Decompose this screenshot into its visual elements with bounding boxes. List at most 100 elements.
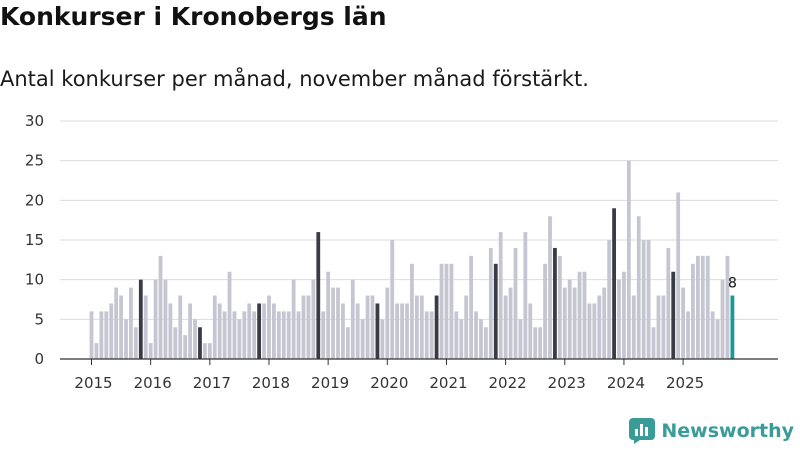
bar: [326, 271, 331, 359]
bar: [543, 263, 547, 359]
bar: [400, 303, 404, 359]
bar: [247, 303, 252, 359]
bar: [276, 311, 281, 359]
bar: [237, 319, 242, 359]
data-label: 8: [728, 276, 737, 292]
bar: [341, 303, 345, 359]
bar: [296, 311, 301, 359]
bar: [252, 311, 257, 359]
bar: [464, 295, 469, 359]
x-tick-label: 2025: [666, 374, 704, 392]
bar: [636, 216, 641, 359]
bar: [562, 287, 567, 359]
bar: [484, 327, 488, 359]
bar: [444, 263, 449, 359]
brand-name: Newsworthy: [661, 420, 794, 442]
bar: [380, 319, 385, 359]
bar: [656, 295, 661, 359]
bar: [173, 327, 178, 359]
bar: [488, 247, 493, 359]
bar: [671, 271, 676, 359]
bar: [217, 303, 222, 359]
x-axis: 2015 2016 2017 2018 2019 2020 2021 2022 2023 2024…: [60, 358, 778, 392]
bar: [617, 279, 621, 359]
bar: [316, 232, 321, 359]
bar: [691, 263, 695, 359]
bar: [178, 295, 183, 359]
y-tick-label: 5: [34, 310, 44, 328]
bar: [626, 160, 631, 359]
bar: [360, 319, 365, 359]
x-tick-label: 2022: [489, 374, 527, 392]
bar: [311, 279, 316, 359]
bar: [459, 319, 464, 359]
bar: [454, 311, 459, 359]
bar: [572, 287, 577, 359]
bar: [163, 279, 168, 359]
bar: [597, 295, 602, 359]
x-tick-label: 2024: [607, 374, 645, 392]
bar: [370, 295, 375, 359]
bar: [686, 311, 690, 359]
x-tick-label: 2018: [252, 374, 290, 392]
y-tick-label: 15: [25, 231, 44, 249]
bar: [651, 327, 656, 359]
bar: [158, 255, 163, 359]
bar: [725, 255, 730, 359]
bar: [286, 311, 291, 359]
bar: [350, 279, 355, 359]
bar: [533, 327, 538, 359]
bar: [104, 311, 109, 359]
x-tick-label: 2016: [134, 374, 172, 392]
bar: [395, 303, 400, 359]
bar: [212, 295, 217, 359]
bar: [390, 240, 395, 359]
y-tick-label: 20: [25, 191, 44, 209]
bar: [715, 319, 720, 359]
bar: [602, 287, 607, 359]
chart-subtitle: Antal konkurser per månad, november måna…: [0, 67, 589, 91]
bar: [109, 303, 114, 359]
bar: [523, 232, 528, 359]
chart-title: Konkurser i Kronobergs län: [0, 2, 387, 31]
bar: [143, 295, 148, 359]
bar: [262, 303, 266, 359]
bar: [119, 295, 123, 359]
bar: [449, 263, 454, 359]
bar: [207, 343, 212, 359]
bar: [553, 247, 557, 359]
bar: [321, 311, 326, 359]
bar: [153, 279, 158, 359]
bar: [193, 319, 197, 359]
bar: [720, 279, 725, 359]
bar: [439, 263, 444, 359]
bar: [410, 263, 414, 359]
bar: [232, 311, 237, 359]
bar: [493, 263, 498, 359]
bar: [138, 279, 143, 359]
x-tick-label: 2023: [548, 374, 586, 392]
bar: [306, 295, 311, 359]
bar: [355, 303, 360, 359]
bar: [518, 319, 523, 359]
bar: [414, 295, 419, 359]
bar: [188, 303, 192, 359]
bar: [114, 287, 119, 359]
bar: [587, 303, 592, 359]
bar: [424, 311, 429, 359]
bar: [385, 287, 390, 359]
y-axis-labels: 0 5 10 15 20 25 30: [25, 112, 44, 368]
bar: [419, 295, 424, 359]
bar: [695, 255, 700, 359]
newsworthy-brand[interactable]: Newsworthy: [629, 418, 794, 444]
bar: [631, 295, 636, 359]
bar: [291, 279, 296, 359]
bar: [508, 287, 513, 359]
bar: [700, 255, 705, 359]
bar: [345, 327, 350, 359]
bar: [666, 247, 671, 359]
y-tick-label: 0: [34, 350, 44, 368]
bar: [503, 295, 508, 359]
bar: [676, 192, 681, 359]
bar: [281, 311, 286, 359]
